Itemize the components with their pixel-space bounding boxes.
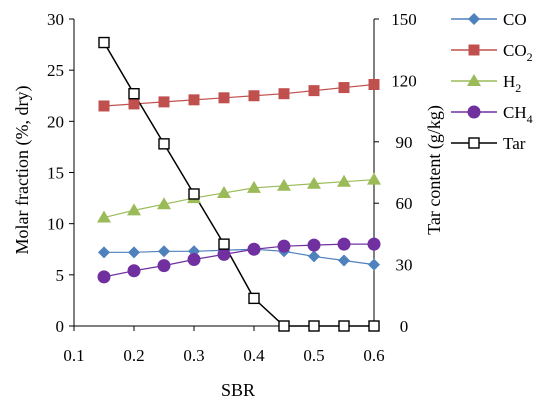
- x-tick-label: 0.3: [183, 346, 204, 365]
- data-point-h2: [277, 178, 291, 191]
- legend-label-co: CO: [503, 10, 527, 29]
- y-left-tick-label: 30: [47, 10, 64, 29]
- data-point-co2: [188, 94, 200, 106]
- legend-label-ch4-main: CH: [503, 103, 527, 122]
- data-point-ch4: [97, 270, 111, 284]
- data-point-co2: [308, 85, 320, 97]
- series-line-ch4: [103, 243, 374, 278]
- y-left-tick-label: 25: [47, 61, 64, 80]
- legend-label-h2-subscript: 2: [515, 81, 521, 95]
- data-point-co: [128, 246, 140, 259]
- data-point-h2: [157, 197, 171, 210]
- data-point-h2: [97, 210, 111, 223]
- data-point-ch4: [247, 242, 261, 256]
- x-tick-label: 0.1: [63, 346, 84, 365]
- legend-marker-tar: [468, 137, 480, 149]
- data-point-h2: [127, 203, 141, 216]
- data-point-co2: [338, 82, 350, 94]
- x-axis-title: SBR: [221, 380, 255, 400]
- y-left-tick-label: 15: [47, 164, 64, 183]
- y-left-tick-label: 5: [56, 266, 65, 285]
- y-right-tick-label: 30: [396, 256, 413, 275]
- data-point-h2: [307, 176, 321, 189]
- y-left-tick-label: 10: [47, 215, 64, 234]
- data-point-tar: [218, 238, 230, 250]
- data-point-ch4: [127, 264, 141, 278]
- data-point-co2: [248, 90, 260, 102]
- x-tick-label: 0.5: [303, 346, 324, 365]
- data-point-co: [158, 245, 170, 258]
- legend-marker-co2: [468, 44, 480, 56]
- y-right-tick-label: 0: [400, 317, 409, 336]
- data-point-tar: [158, 138, 170, 150]
- data-point-tar: [278, 320, 290, 332]
- data-point-tar: [368, 320, 380, 332]
- x-tick-label: 0.2: [123, 346, 144, 365]
- data-point-ch4: [187, 252, 201, 266]
- legend-label-h2-main: H: [503, 72, 515, 91]
- x-tick-label: 0.4: [243, 346, 265, 365]
- data-point-ch4: [277, 239, 291, 253]
- data-point-co2: [158, 96, 170, 108]
- data-point-tar: [188, 188, 200, 200]
- data-point-tar: [128, 88, 140, 100]
- data-point-ch4: [367, 237, 381, 251]
- y-right-tick-label: 90: [396, 133, 413, 152]
- series-line-tar: [103, 42, 374, 327]
- y-right-tick-label: 150: [391, 10, 417, 29]
- axes: 0.1 0.2 0.3 0.4 0.5 0.6 0 5 10 15 20 25 30 0 30 60 90 120…: [47, 10, 417, 365]
- data-point-co2: [98, 100, 110, 112]
- legend-marker-co: [468, 13, 480, 25]
- data-point-ch4: [307, 238, 321, 252]
- data-point-tar: [338, 320, 350, 332]
- data-point-co2: [128, 98, 140, 110]
- data-point-co2: [218, 92, 230, 104]
- legend-label-ch4: CH4: [503, 103, 533, 126]
- data-point-co: [338, 254, 350, 267]
- series-markers: [97, 36, 381, 332]
- y-right-tick-label: 60: [396, 194, 413, 213]
- legend-marker-ch4: [467, 105, 481, 119]
- data-point-h2: [367, 172, 381, 185]
- data-point-h2: [247, 180, 261, 193]
- y-left-tick-label: 20: [47, 112, 64, 131]
- legend-label-tar: Tar: [503, 134, 526, 153]
- y-axis-right-title: Tar content (g/kg): [424, 105, 445, 235]
- series-line-co2: [103, 83, 375, 107]
- series-line-co: [104, 248, 375, 266]
- y-left-tick-label: 0: [56, 317, 65, 336]
- data-point-co2: [368, 78, 380, 90]
- legend-label-ch4-subscript: 4: [527, 112, 533, 126]
- series-lines: [103, 42, 375, 327]
- legend-label-co2-subscript: 2: [527, 50, 533, 64]
- legend-label-h2: H2: [503, 72, 521, 95]
- data-point-tar: [248, 292, 260, 305]
- data-point-ch4: [217, 247, 231, 261]
- data-point-h2: [217, 185, 231, 198]
- y-axis-left-title: Molar fraction (%, dry): [12, 86, 33, 255]
- data-point-tar: [308, 320, 320, 332]
- legend-label-co2: CO2: [503, 41, 533, 64]
- series-line-h2: [103, 179, 375, 219]
- legend-label-co2-main: CO: [503, 41, 527, 60]
- data-point-co2: [278, 88, 290, 100]
- data-point-ch4: [157, 259, 171, 273]
- data-point-h2: [337, 174, 351, 187]
- data-point-co: [308, 250, 320, 263]
- data-point-co: [98, 246, 110, 259]
- data-point-co: [368, 258, 380, 271]
- legend-marker-h2: [467, 74, 481, 86]
- data-point-ch4: [337, 237, 351, 251]
- data-point-tar: [98, 36, 110, 49]
- x-tick-label: 0.6: [363, 346, 384, 365]
- y-right-tick-label: 120: [391, 71, 417, 90]
